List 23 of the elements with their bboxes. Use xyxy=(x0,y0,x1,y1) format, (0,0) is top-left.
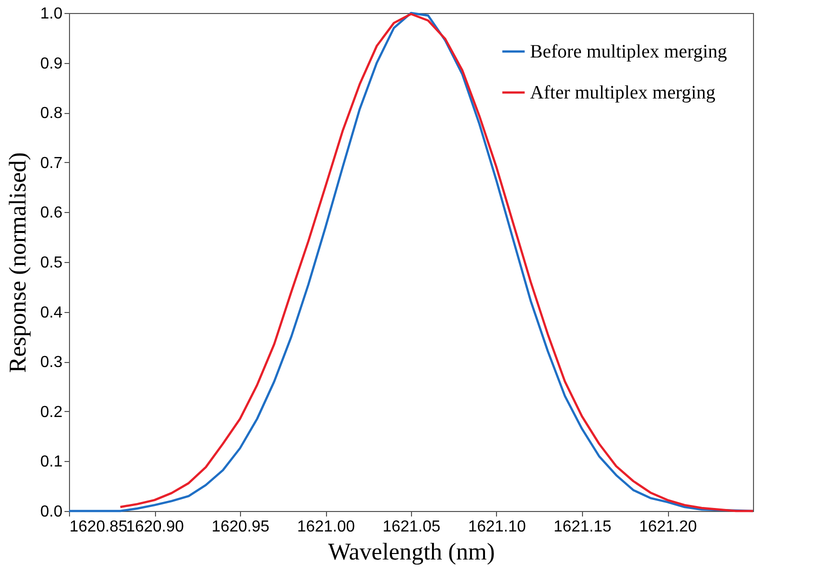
y-tick-label: 0.8 xyxy=(40,105,63,122)
y-tick-label: 0.4 xyxy=(40,304,63,322)
y-tick-label: 0.7 xyxy=(40,154,63,172)
x-tick-label: 1620.95 xyxy=(212,518,270,536)
y-tick-label: 0.2 xyxy=(40,404,63,421)
y-tick-label: 0.1 xyxy=(40,454,63,471)
x-tick-label: 1621.00 xyxy=(297,518,356,536)
legend-label: Before multiplex merging xyxy=(530,42,728,62)
y-tick-label: 0.5 xyxy=(40,254,63,272)
y-tick-label: 0.3 xyxy=(40,354,63,372)
y-axis-title: Response (normalised) xyxy=(5,152,32,373)
x-axis-title: Wavelength (nm) xyxy=(328,540,495,566)
legend-label: After multiplex merging xyxy=(530,82,716,104)
x-tick-label: 1620.85 xyxy=(70,518,128,536)
x-tick-label: 1621.15 xyxy=(554,518,612,536)
x-tick-label: 1621.20 xyxy=(639,518,698,536)
y-tick-label: 1.0 xyxy=(40,6,63,22)
x-tick-label: 1621.05 xyxy=(382,518,441,536)
y-tick-label: 0.6 xyxy=(40,204,63,222)
y-tick-label: 0.9 xyxy=(40,55,63,72)
x-tick-label: 1621.10 xyxy=(468,518,526,536)
y-tick-label: 0.0 xyxy=(40,504,63,520)
x-tick-label: 1620.90 xyxy=(126,518,184,536)
